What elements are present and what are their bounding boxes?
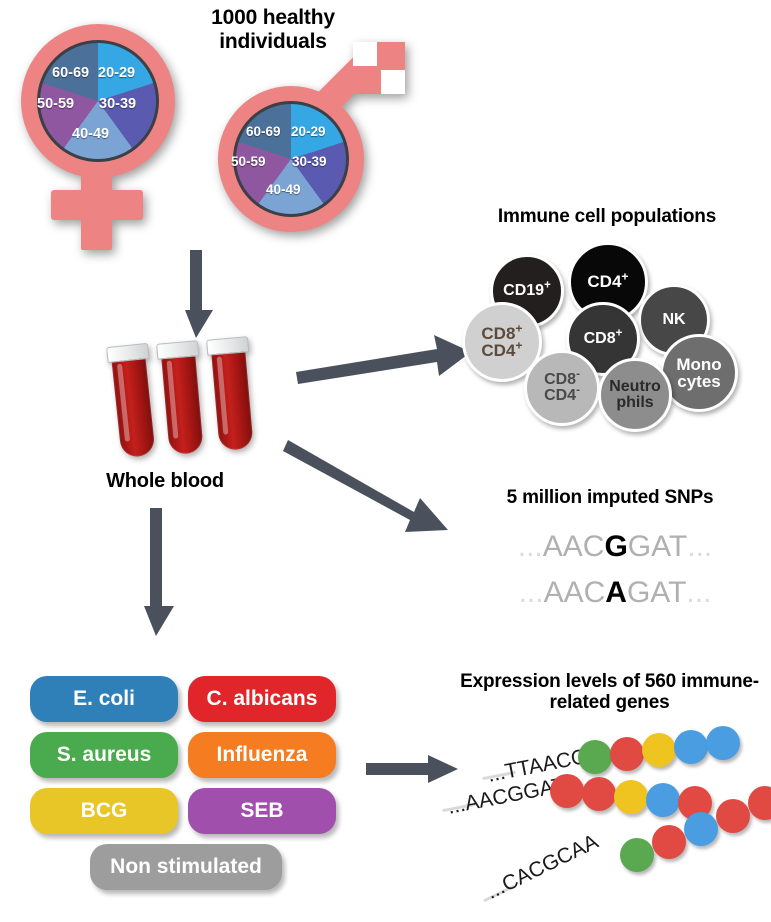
- female-symbol-cross: [51, 190, 143, 220]
- gene-bead: [706, 726, 740, 760]
- arrow-blood-to-immune: [296, 330, 471, 384]
- pie-label-50-59: 50-59: [231, 154, 266, 169]
- arrow-blood-to-stimuli: [136, 508, 176, 636]
- gene-bead: [578, 740, 612, 774]
- immune-cell-label: Mono cytes: [676, 354, 722, 391]
- immune-cell-label: CD8+: [583, 327, 623, 347]
- pie-label-20-29: 20-29: [98, 65, 136, 81]
- blood-tube: [206, 336, 254, 452]
- stimulus-box-saureus[interactable]: S. aureus: [30, 732, 178, 778]
- male-symbol-arrowhead-notch-bottom: [381, 70, 405, 94]
- stimulus-box-ecoli[interactable]: E. coli: [30, 676, 178, 722]
- immune-cell-label: CD8- CD4-: [544, 368, 580, 404]
- immune-cell-neutrophils: Neutro phils: [598, 358, 672, 432]
- gene-bead: [550, 774, 584, 808]
- stimulus-label: Influenza: [216, 743, 308, 766]
- gene-bead: [646, 783, 680, 817]
- gene-bead: [582, 777, 616, 811]
- snp-variant-allele: G: [604, 530, 628, 563]
- snp-ellipsis-left: ...: [517, 530, 543, 563]
- immune-cell-label: CD19+: [503, 279, 551, 299]
- stimulus-label: Non stimulated: [110, 855, 262, 878]
- blood-tube: [156, 340, 204, 456]
- immune-cell-cd8cd4neg: CD8- CD4-: [524, 350, 600, 426]
- snp-sequence-row: ...AACAGAT...: [470, 576, 760, 610]
- stimulus-label: S. aureus: [56, 743, 152, 766]
- snp-bases-right: GAT: [627, 530, 688, 563]
- gene-bead: [716, 799, 750, 833]
- gene-expression-strands: ...TTAACGG ...AACGGAT ...CACGCAA: [442, 726, 771, 910]
- arrow-stimuli-to-expression: [366, 752, 458, 786]
- pie-slices-female: 20-29 30-39 40-49 50-59 60-69: [37, 40, 159, 162]
- stimulus-box-nonstimulated[interactable]: Non stimulated: [90, 844, 282, 890]
- blood-tube: [106, 342, 156, 459]
- stimuli-condition-boxes: E. coli C. albicans S. aureus Influenza BCG S…: [30, 676, 342, 896]
- gene-bead: [674, 729, 708, 764]
- section-title-expression: Expression levels of 560 immune-related …: [460, 671, 759, 714]
- gene-bead: [684, 812, 718, 846]
- gene-bead: [620, 838, 654, 872]
- gene-bead: [614, 780, 648, 814]
- snp-ellipsis-right: ...: [686, 576, 712, 609]
- snp-bases-right: GAT: [626, 576, 687, 609]
- pie-label-20-29: 20-29: [291, 124, 326, 139]
- snp-sequence-diagram: ...AACGGAT... ...AACAGAT...: [470, 530, 760, 620]
- immune-cell-label: CD4+: [587, 269, 629, 292]
- snp-bases-left: AAC: [542, 530, 605, 563]
- snp-bases-left: AAC: [543, 576, 606, 609]
- page-title-cohort: 1000 healthy individuals: [211, 6, 335, 53]
- stimulus-label: SEB: [240, 799, 284, 822]
- stimulus-box-influenza[interactable]: Influenza: [188, 732, 336, 778]
- pie-label-40-49: 40-49: [72, 126, 110, 142]
- snp-ellipsis-left: ...: [518, 576, 544, 609]
- immune-cell-monocytes: Mono cytes: [660, 334, 738, 412]
- pie-label-50-59: 50-59: [37, 96, 75, 112]
- immune-cell-label: NK: [662, 310, 686, 328]
- section-title-immune-cells: Immune cell populations: [497, 206, 717, 227]
- gene-bead: [610, 736, 644, 771]
- whole-blood-tubes: [106, 336, 288, 459]
- male-gender-symbol: 20-29 30-39 40-49 50-59 60-69: [198, 38, 413, 248]
- female-gender-symbol: 20-29 30-39 40-49 50-59 60-69: [8, 12, 188, 252]
- immune-cell-label: CD8+ CD4+: [481, 321, 523, 360]
- pie-label-60-69: 60-69: [52, 65, 90, 81]
- snp-variant-allele: A: [605, 576, 627, 609]
- pie-label-40-49: 40-49: [266, 182, 301, 197]
- stimulus-box-seb[interactable]: SEB: [188, 788, 336, 834]
- gene-sequence-text: ...CACGCAA: [482, 830, 602, 904]
- pie-slices-male: 20-29 30-39 40-49 50-59 60-69: [231, 101, 349, 217]
- stimulus-box-bcg[interactable]: BCG: [30, 788, 178, 834]
- arrow-blood-to-snps: [283, 440, 448, 540]
- pie-label-60-69: 60-69: [246, 124, 281, 139]
- section-title-snps: 5 million imputed SNPs: [506, 487, 714, 508]
- male-age-pie-chart: 20-29 30-39 40-49 50-59 60-69: [231, 101, 349, 217]
- stimulus-label: C. albicans: [206, 687, 318, 710]
- gene-bead: [748, 786, 771, 820]
- male-symbol-arrowhead-notch-top: [353, 42, 377, 66]
- immune-cell-label: Neutro phils: [609, 377, 661, 411]
- label-whole-blood: Whole blood: [106, 470, 224, 492]
- gene-bead: [652, 825, 686, 859]
- stimulus-label: E. coli: [73, 687, 135, 710]
- snp-sequence-row: ...AACGGAT...: [470, 530, 760, 564]
- snp-ellipsis-right: ...: [687, 530, 713, 563]
- pie-label-30-39: 30-39: [99, 96, 137, 112]
- gene-bead: [642, 733, 676, 767]
- immune-cell-population-bubbles: CD19+ CD4+ NK CD8+ CD4+ CD8+ Mono cytes CD8- CD4-…: [462, 240, 762, 432]
- stimulus-label: BCG: [80, 799, 128, 822]
- arrow-cohort-to-blood: [176, 250, 216, 338]
- pie-label-30-39: 30-39: [292, 154, 327, 169]
- stimulus-box-calbicans[interactable]: C. albicans: [188, 676, 336, 722]
- female-age-pie-chart: 20-29 30-39 40-49 50-59 60-69: [37, 40, 159, 162]
